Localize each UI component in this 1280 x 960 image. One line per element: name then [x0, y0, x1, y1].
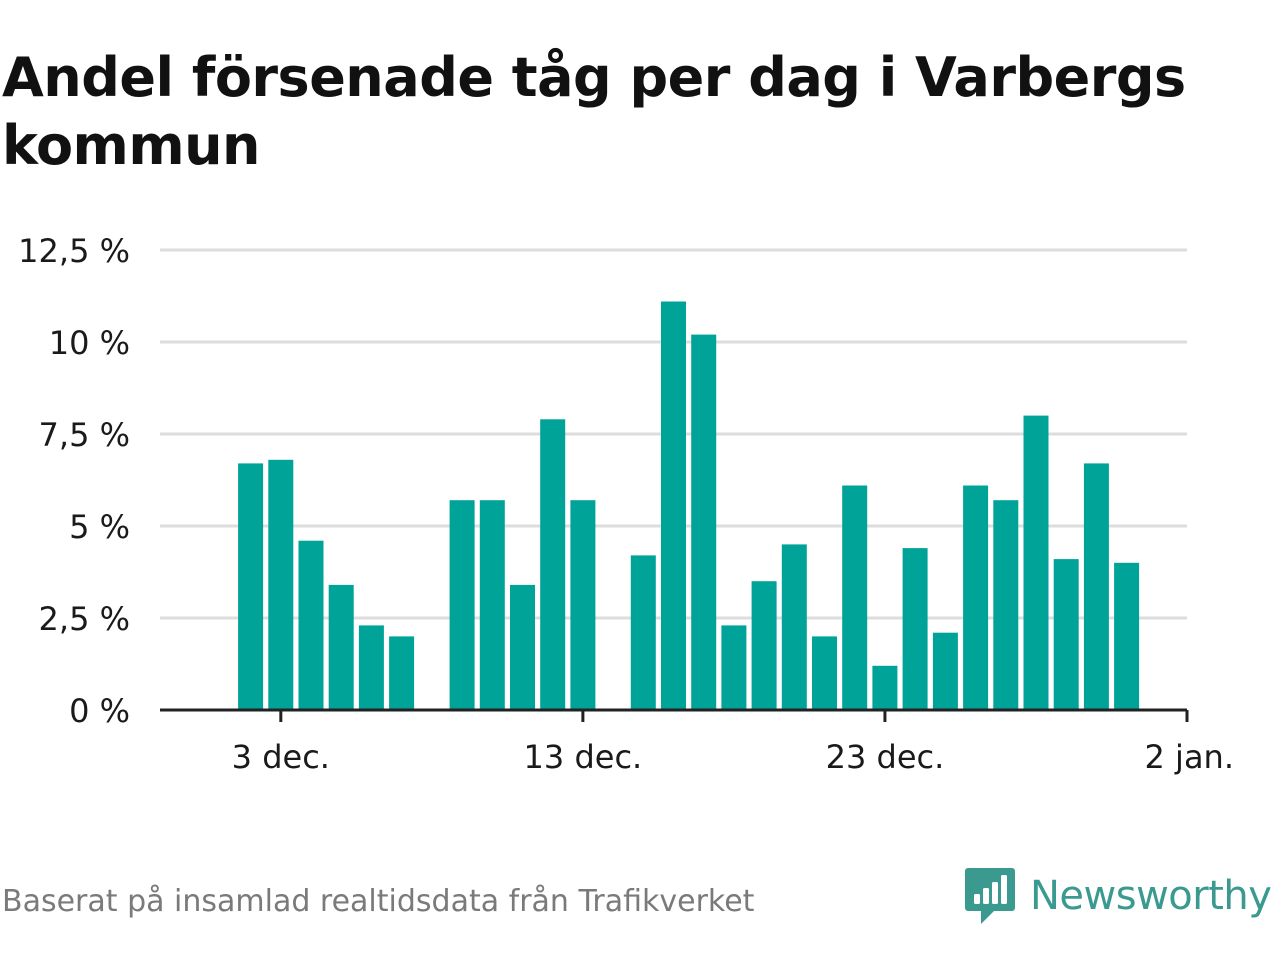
brand[interactable]: Newsworthy — [964, 864, 1272, 928]
bar — [963, 485, 989, 710]
newsworthy-logo-icon — [965, 868, 1015, 924]
bar — [238, 463, 264, 710]
x-tick-label: 23 dec. — [826, 738, 945, 776]
bar — [872, 665, 898, 710]
bar — [268, 459, 294, 710]
bar — [751, 581, 777, 710]
bar — [1053, 559, 1079, 710]
bar — [328, 584, 354, 710]
bar — [781, 544, 807, 710]
bar — [510, 584, 535, 710]
y-tick-label: 7,5 % — [39, 416, 130, 454]
bar — [932, 632, 958, 710]
y-tick-label: 5 % — [69, 508, 130, 546]
bar — [661, 301, 686, 710]
bar — [1083, 463, 1109, 710]
bars — [238, 301, 1140, 710]
source-note: Baserat på insamlad realtidsdata från Tr… — [2, 884, 755, 919]
chart-title: Andel försenade tåg per dag i Varbergs k… — [2, 46, 1186, 177]
bar — [812, 636, 837, 710]
bar — [993, 500, 1019, 710]
x-axis-tick-labels: 3 dec. 13 dec. 23 dec. 2 jan. — [232, 738, 1234, 776]
bar — [842, 485, 868, 710]
bar — [358, 625, 384, 710]
bar — [570, 500, 596, 710]
x-axis — [160, 708, 1189, 722]
bar — [449, 500, 475, 710]
bar — [902, 548, 928, 710]
x-tick-label: 3 dec. — [232, 738, 330, 776]
y-tick-label: 2,5 % — [39, 600, 130, 638]
bar — [389, 636, 415, 710]
y-axis-tick-labels: 0 % 2,5 % 5 % 7,5 % 10 % 12,5 % — [18, 232, 130, 730]
x-tick-label: 2 jan. — [1145, 738, 1234, 776]
bar — [298, 540, 324, 710]
bar — [721, 625, 747, 710]
bar — [691, 334, 717, 710]
bar — [479, 500, 505, 710]
bar — [630, 555, 656, 710]
bar — [1023, 415, 1049, 710]
x-tick-label: 13 dec. — [524, 738, 643, 776]
y-tick-label: 12,5 % — [18, 232, 130, 270]
bar — [1114, 562, 1140, 710]
brand-name: Newsworthy — [1030, 873, 1272, 919]
y-tick-label: 0 % — [69, 692, 130, 730]
y-tick-label: 10 % — [49, 324, 130, 362]
bar — [540, 419, 566, 710]
